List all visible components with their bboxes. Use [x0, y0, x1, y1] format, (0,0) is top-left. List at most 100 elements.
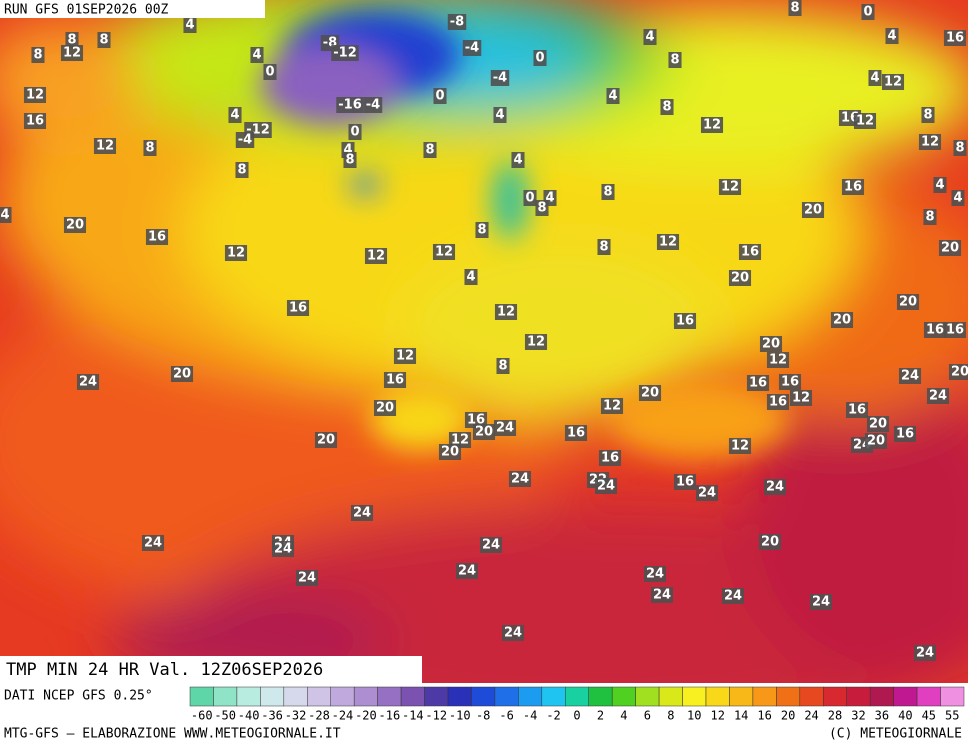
colorbar-label: 6	[644, 709, 651, 723]
temperature-value: 8	[145, 141, 154, 156]
temperature-label: 4	[606, 88, 620, 104]
temperature-value: -8	[450, 15, 464, 30]
temperature-label: 4	[885, 28, 899, 44]
temperature-value: 20	[641, 386, 659, 401]
temperature-label: 4	[643, 29, 657, 45]
colorbar-label: -20	[355, 709, 377, 723]
temperature-label: 12	[93, 138, 117, 154]
temperature-value: 4	[870, 71, 879, 86]
colorbar-swatch	[799, 686, 824, 707]
temperature-value: 24	[79, 375, 97, 390]
colorbar-swatch	[752, 686, 777, 707]
label-box	[809, 594, 833, 610]
label-box	[728, 438, 752, 454]
temperature-value: 16	[741, 245, 759, 260]
temperature-value: 0	[863, 5, 872, 20]
temperature-label: 16	[286, 300, 310, 316]
footer-right: (C) METEOGIORNALE	[829, 727, 962, 742]
temperature-label: 20	[314, 432, 338, 448]
colorbar-label: -28	[308, 709, 330, 723]
label-box	[493, 420, 517, 436]
colorbar-swatch	[400, 686, 425, 707]
label-box	[393, 348, 417, 364]
colorbar: -60 -50 -40 -36 -32 -28 -24 -20 -16 -14 -12 -10 -8 -6…	[189, 686, 965, 723]
label-box	[885, 28, 899, 44]
temperature-value: 12	[884, 75, 902, 90]
temperature-label: 16	[598, 450, 622, 466]
label-box	[63, 217, 87, 233]
label-box	[600, 398, 624, 414]
temperature-label: 16	[841, 179, 865, 195]
temperature-value: 20	[951, 365, 968, 380]
label-box	[763, 479, 787, 495]
colorbar-swatch	[823, 686, 847, 707]
temperature-label: 8	[535, 200, 549, 216]
temperature-label: 0	[348, 124, 362, 140]
temperature-label: 8	[475, 222, 489, 238]
temperature-value: -12	[333, 46, 357, 61]
temperature-label: 16	[23, 113, 47, 129]
label-box	[508, 471, 532, 487]
label-box	[170, 366, 194, 382]
label-box	[643, 29, 657, 45]
temperature-value: 12	[856, 114, 874, 129]
temperature-label: 4	[250, 47, 264, 63]
temperature-value: 20	[833, 313, 851, 328]
label-box	[183, 17, 197, 33]
temperature-value: 8	[237, 163, 246, 178]
temperature-value: 24	[458, 564, 476, 579]
label-box	[801, 202, 825, 218]
temperature-value: 16	[26, 114, 44, 129]
temperature-value: 12	[721, 180, 739, 195]
colorbar-swatch	[189, 686, 214, 707]
temperature-value: 24	[597, 479, 615, 494]
colorbar-swatch	[377, 686, 402, 707]
temperature-value: 8	[99, 33, 108, 48]
label-box	[789, 390, 813, 406]
colorbar-swatch	[424, 686, 449, 707]
label-box	[314, 432, 338, 448]
colorbar-label: -32	[285, 709, 307, 723]
temperature-value: 0	[535, 51, 544, 66]
colorbar-label: 28	[828, 709, 842, 723]
temperature-label: -16	[336, 97, 364, 113]
label-box	[948, 364, 968, 380]
temperature-value: 24	[766, 480, 784, 495]
temperature-label: 8	[65, 32, 79, 48]
temperature-value: 20	[441, 445, 459, 460]
temperature-value: -4	[493, 71, 507, 86]
label-box	[496, 358, 510, 374]
temperature-label: 24	[455, 563, 479, 579]
label-box	[668, 52, 682, 68]
temperature-value: 4	[466, 270, 475, 285]
temperature-label: 8	[953, 140, 967, 156]
temperature-value: -4	[465, 41, 479, 56]
temperature-value: 0	[350, 125, 359, 140]
temperature-label: 20	[758, 534, 782, 550]
temperature-value: 20	[475, 425, 493, 440]
label-box	[660, 99, 674, 115]
colorbar-swatch	[447, 686, 472, 707]
label-box	[60, 45, 84, 61]
label-box	[501, 625, 525, 641]
colorbar-swatch	[283, 686, 308, 707]
temperature-value: 4	[608, 89, 617, 104]
label-box	[564, 425, 588, 441]
label-box	[286, 300, 310, 316]
colorbar-label: -14	[402, 709, 424, 723]
temperature-label: 4	[183, 17, 197, 33]
temperature-value: 4	[513, 153, 522, 168]
colorbar-swatch	[916, 686, 941, 707]
temperature-value: 24	[646, 567, 664, 582]
colorbar-label: 24	[804, 709, 818, 723]
colorbar-swatch	[471, 686, 496, 707]
colorbar-label: -6	[499, 709, 513, 723]
temperature-label: 8	[31, 47, 45, 63]
temperature-label: 20	[801, 202, 825, 218]
temperature-label: 12	[766, 352, 790, 368]
temperature-label: -8	[447, 14, 467, 30]
label-box	[0, 207, 12, 223]
temperature-label: 8	[97, 32, 111, 48]
temperature-value: 12	[703, 118, 721, 133]
temperature-label: 8	[143, 140, 157, 156]
